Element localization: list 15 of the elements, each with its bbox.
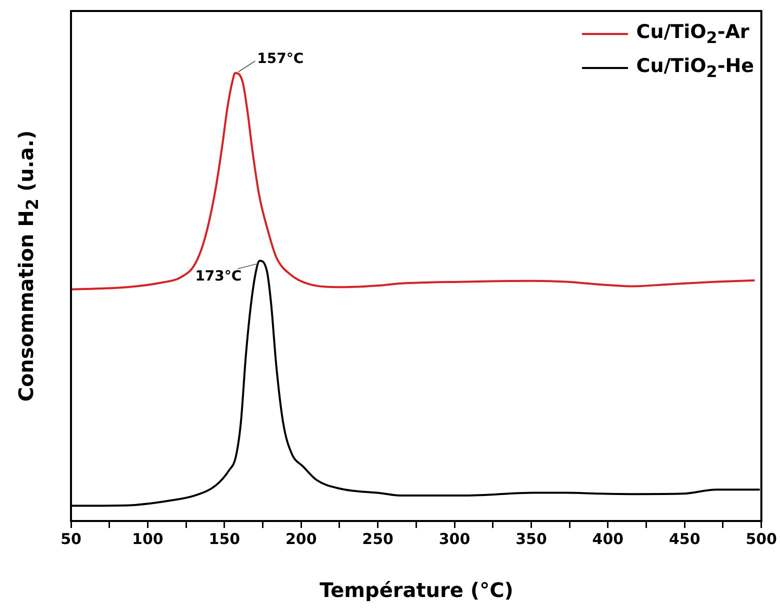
annotation: 157°C [257, 51, 304, 67]
x-tick-label: 250 [362, 530, 394, 548]
x-tick-label: 200 [285, 530, 317, 548]
x-tick-label: 150 [208, 530, 240, 548]
x-tick-label: 400 [592, 530, 624, 548]
x-tick-label: 100 [132, 530, 164, 548]
x-tick-label: 350 [516, 530, 547, 548]
x-tick-label: 50 [60, 530, 82, 548]
x-tick-label: 450 [668, 530, 700, 548]
x-axis-title: Température (°C) [318, 578, 514, 602]
x-tick-label: 300 [438, 530, 470, 548]
legend-label: Cu/TiO$_{2}$-He [636, 55, 754, 81]
x-tick-label: 500 [746, 530, 777, 548]
legend-label: Cu/TiO$_{2}$-Ar [636, 21, 750, 47]
annotation: 173°C [195, 268, 242, 285]
